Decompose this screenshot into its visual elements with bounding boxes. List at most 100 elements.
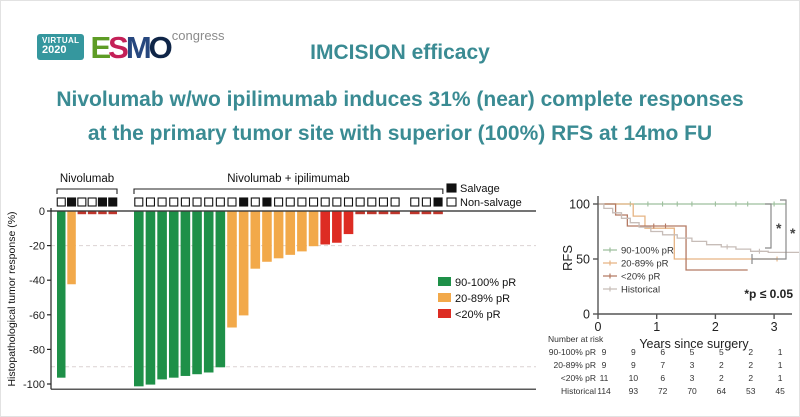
waterfall-bar — [355, 211, 365, 215]
pr-legend-swatch — [438, 277, 451, 286]
risk-value: 2 — [748, 373, 753, 383]
salvage-marker — [250, 197, 260, 207]
pr-legend-label: 20-89% pR — [455, 293, 510, 305]
km-legend-label: Historical — [621, 285, 660, 296]
risk-value: 3 — [690, 360, 695, 370]
censor-mark — [645, 201, 651, 207]
risk-value: 5 — [690, 347, 695, 357]
risk-value: 72 — [658, 386, 668, 396]
waterfall-bar — [108, 211, 117, 215]
group-bracket — [56, 188, 118, 194]
salvage-marker — [108, 197, 118, 207]
salvage-marker — [97, 197, 107, 207]
salvage-marker — [343, 197, 354, 207]
risk-value: 2 — [719, 373, 724, 383]
y-tick-label: 0 — [39, 206, 45, 218]
risk-value: 64 — [717, 386, 727, 396]
salvage-marker — [134, 197, 144, 207]
risk-value: 45 — [775, 386, 785, 396]
waterfall-bar — [262, 211, 272, 262]
salvage-marker — [410, 197, 420, 207]
censor-mark — [724, 244, 730, 250]
y-tick-label: -100 — [23, 379, 45, 391]
virtual-2020-badge: VIRTUAL 2020 — [37, 34, 85, 60]
esmo-letter: E — [90, 29, 111, 65]
risk-row-label: <20% pR — [561, 373, 596, 383]
salvage-legend-label: Non-salvage — [460, 197, 522, 209]
risk-value: 70 — [687, 386, 697, 396]
risk-value: 93 — [629, 386, 639, 396]
salvage-marker — [169, 197, 179, 207]
km-legend-mark — [603, 273, 617, 279]
censor-mark — [663, 223, 669, 229]
esmo-letter: M — [125, 29, 152, 65]
km-series-line — [598, 203, 799, 254]
x-tick-label: 1 — [653, 320, 660, 334]
salvage-legend-label: Salvage — [460, 183, 500, 195]
censor-mark — [651, 223, 657, 229]
salvage-marker — [239, 197, 249, 207]
slide-title: IMCISION efficacy — [310, 41, 490, 64]
waterfall-bar — [308, 211, 319, 247]
km-legend-mark — [603, 260, 617, 266]
risk-value: 6 — [660, 373, 665, 383]
risk-value: 7 — [660, 360, 665, 370]
waterfall-bar — [168, 211, 179, 378]
risk-value: 2 — [748, 360, 753, 370]
x-tick-label: 3 — [771, 320, 778, 334]
group-bracket — [133, 188, 444, 194]
waterfall-bar — [87, 211, 97, 215]
salvage-marker — [56, 197, 66, 207]
esmo-wordmark: ESMO — [90, 29, 172, 65]
waterfall-bar — [421, 211, 432, 215]
salvage-marker — [67, 197, 77, 207]
salvage-marker — [320, 197, 330, 207]
risk-value: 11 — [600, 373, 609, 383]
p-value-annotation: *p ≤ 0.05 — [744, 287, 793, 301]
km-legend-mark — [603, 286, 617, 292]
km-legend-mark — [603, 247, 617, 253]
y-axis-label: RFS — [560, 245, 575, 271]
waterfall-bar — [67, 211, 76, 285]
esmo-congress-logo: VIRTUAL 2020 ESMO congress — [37, 25, 225, 69]
censor-mark — [660, 201, 666, 207]
salvage-marker — [308, 197, 319, 207]
risk-value: 1 — [778, 360, 783, 370]
waterfall-bar — [180, 211, 191, 376]
y-tick-label: 50 — [576, 253, 590, 267]
waterfall-bar — [332, 211, 342, 243]
km-legend-label: 90-100% pR — [621, 246, 674, 257]
salvage-marker — [157, 197, 167, 207]
virtual-label: VIRTUAL — [42, 36, 80, 46]
waterfall-bar — [297, 211, 307, 252]
risk-row-label: Historical — [561, 386, 596, 396]
sig-bracket-inner — [765, 203, 772, 249]
x-tick-label: 2 — [712, 320, 719, 334]
salvage-marker — [145, 197, 155, 207]
risk-value: 2 — [748, 347, 753, 357]
waterfall-bar — [343, 211, 354, 235]
salvage-marker — [204, 197, 214, 207]
rfs-km-chart: 0 50 100 0 1 2 3 Years since surgery RFS 90-100% … — [548, 196, 799, 396]
pr-legend-swatch — [438, 293, 451, 302]
salvage-marker — [215, 197, 225, 207]
risk-value: 1 — [778, 373, 783, 383]
y-tick-label: -60 — [29, 310, 45, 322]
waterfall-bar — [134, 211, 144, 387]
waterfall-bar — [238, 211, 249, 316]
censor-mark — [745, 201, 751, 207]
x-axis-label: Years since surgery — [639, 337, 749, 351]
waterfall-bar — [390, 211, 400, 215]
sig-asterisk-outer: * — [790, 225, 796, 241]
subtitle-line-1: Nivolumab w/wo ipilimumab induces 31% (n… — [56, 88, 744, 111]
salvage-marker — [77, 197, 87, 207]
waterfall-bar — [273, 211, 284, 259]
risk-value: 114 — [597, 386, 611, 396]
salvage-marker — [87, 197, 97, 207]
y-tick-label: 100 — [569, 198, 590, 212]
km-series-line — [598, 203, 748, 271]
risk-value: 5 — [719, 347, 724, 357]
risk-row-label: 90-100% pR — [549, 347, 596, 357]
risk-value: 3 — [690, 373, 695, 383]
esmo-letter: S — [108, 29, 129, 65]
